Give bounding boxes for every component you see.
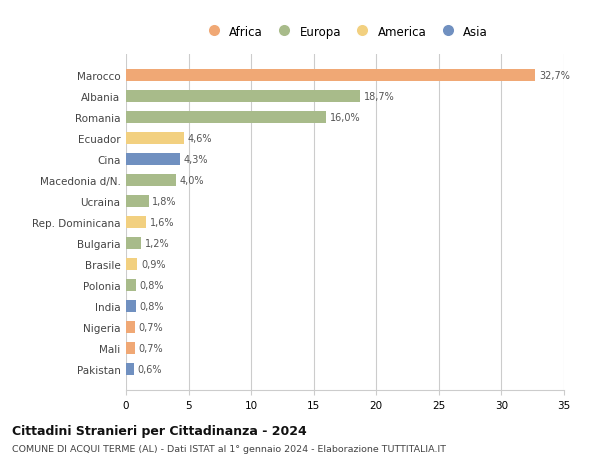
Legend: Africa, Europa, America, Asia: Africa, Europa, America, Asia bbox=[197, 21, 493, 43]
Bar bbox=[126, 238, 141, 249]
Text: 16,0%: 16,0% bbox=[330, 113, 361, 123]
Bar bbox=[126, 175, 176, 186]
Bar bbox=[126, 322, 135, 333]
Bar bbox=[126, 259, 137, 270]
Text: 4,3%: 4,3% bbox=[184, 155, 208, 165]
Text: Cittadini Stranieri per Cittadinanza - 2024: Cittadini Stranieri per Cittadinanza - 2… bbox=[12, 425, 307, 437]
Text: 0,8%: 0,8% bbox=[140, 302, 164, 311]
Text: 0,6%: 0,6% bbox=[137, 364, 162, 374]
Text: 1,6%: 1,6% bbox=[150, 218, 174, 228]
Text: 1,2%: 1,2% bbox=[145, 239, 169, 248]
Bar bbox=[126, 91, 360, 103]
Bar bbox=[126, 364, 134, 375]
Text: 4,0%: 4,0% bbox=[180, 176, 205, 186]
Bar bbox=[126, 133, 184, 145]
Bar bbox=[126, 280, 136, 291]
Text: 0,9%: 0,9% bbox=[141, 259, 166, 269]
Text: 0,7%: 0,7% bbox=[139, 322, 163, 332]
Bar bbox=[126, 112, 326, 123]
Text: COMUNE DI ACQUI TERME (AL) - Dati ISTAT al 1° gennaio 2024 - Elaborazione TUTTIT: COMUNE DI ACQUI TERME (AL) - Dati ISTAT … bbox=[12, 444, 446, 453]
Text: 32,7%: 32,7% bbox=[539, 71, 570, 81]
Text: 0,8%: 0,8% bbox=[140, 280, 164, 291]
Bar bbox=[126, 301, 136, 312]
Text: 1,8%: 1,8% bbox=[152, 197, 177, 207]
Bar bbox=[126, 154, 180, 166]
Bar bbox=[126, 70, 535, 82]
Bar bbox=[126, 196, 149, 207]
Bar bbox=[126, 342, 135, 354]
Text: 4,6%: 4,6% bbox=[187, 134, 212, 144]
Bar bbox=[126, 217, 146, 229]
Text: 0,7%: 0,7% bbox=[139, 343, 163, 353]
Text: 18,7%: 18,7% bbox=[364, 92, 395, 102]
